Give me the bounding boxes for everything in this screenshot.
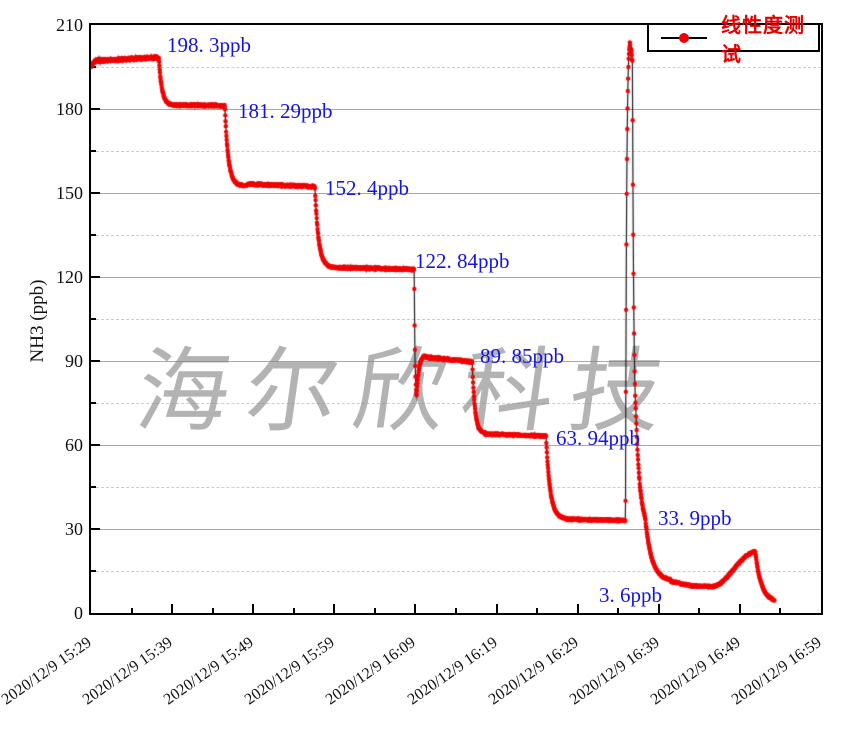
y-tick-label: 30: [65, 519, 83, 539]
y-tick-label: 150: [56, 183, 83, 203]
y-tick-label: 120: [56, 267, 83, 287]
data-series-canvas: [91, 25, 821, 613]
legend-series-label: 线性度测试: [721, 14, 805, 66]
annotation-label: 181. 29ppb: [238, 99, 333, 123]
annotation-label: 89. 85ppb: [480, 344, 564, 368]
legend-marker-dot: [679, 32, 689, 43]
legend-marker-line: [661, 32, 707, 43]
y-tick-label: 210: [56, 15, 83, 35]
annotation-label: 3. 6ppb: [599, 583, 662, 607]
annotation-label: 152. 4ppb: [325, 176, 409, 200]
y-axis-title: NH3 (ppb): [27, 279, 48, 363]
annotation-label: 198. 3ppb: [167, 33, 251, 57]
legend: 线性度测试: [647, 15, 820, 66]
y-tick-label: 180: [56, 99, 83, 119]
y-tick-label: 60: [65, 435, 83, 455]
y-tick-label: 90: [65, 351, 83, 371]
annotation-label: 63. 94ppb: [556, 426, 640, 450]
y-tick-label: 0: [74, 603, 83, 623]
annotation-label: 33. 9ppb: [658, 506, 732, 530]
annotation-label: 122. 84ppb: [415, 249, 510, 273]
